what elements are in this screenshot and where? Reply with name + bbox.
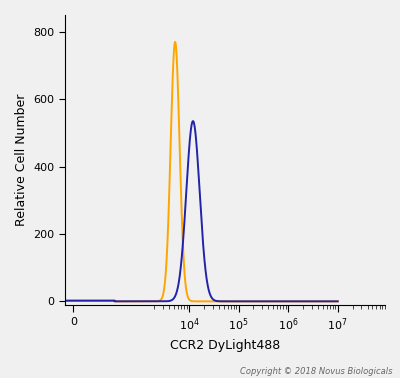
X-axis label: CCR2 DyLight488: CCR2 DyLight488: [170, 339, 280, 352]
Text: Copyright © 2018 Novus Biologicals: Copyright © 2018 Novus Biologicals: [240, 367, 392, 376]
Y-axis label: Relative Cell Number: Relative Cell Number: [15, 94, 28, 226]
